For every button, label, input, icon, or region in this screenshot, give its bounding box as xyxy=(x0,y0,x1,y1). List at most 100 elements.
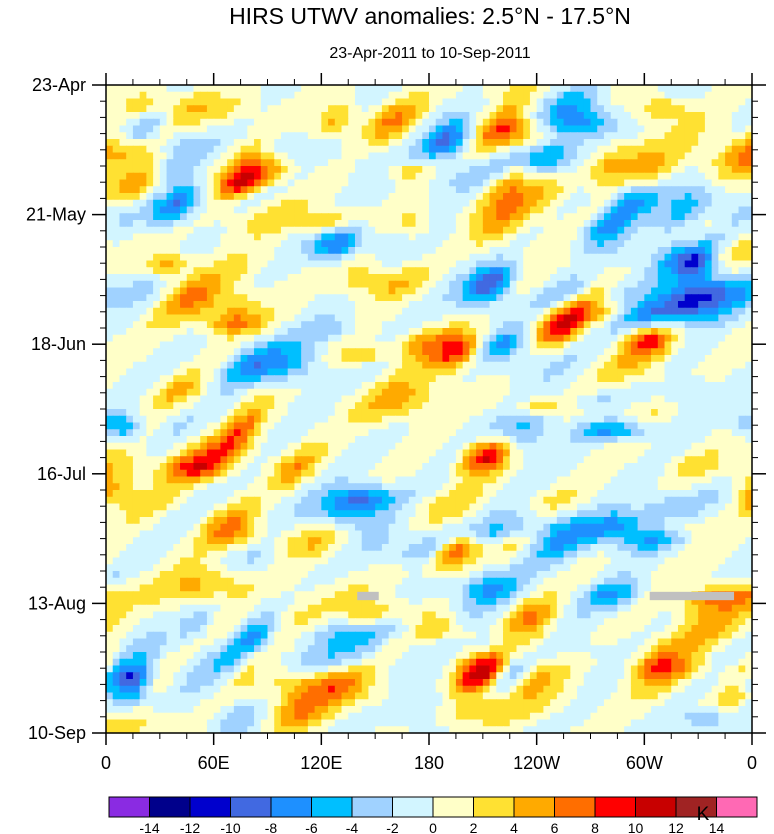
heatmap-cell xyxy=(476,375,484,383)
heatmap-cell xyxy=(254,361,262,370)
heatmap-cell xyxy=(132,334,141,343)
heatmap-cell xyxy=(314,348,322,356)
heatmap-cell xyxy=(381,91,390,100)
heatmap-cell xyxy=(146,159,154,167)
heatmap-cell xyxy=(482,334,491,343)
heatmap-cell xyxy=(159,220,168,228)
heatmap-cell xyxy=(529,186,538,194)
heatmap-cell xyxy=(334,193,343,201)
heatmap-cell xyxy=(119,348,127,356)
heatmap-cell xyxy=(402,402,410,410)
heatmap-cell xyxy=(644,213,652,221)
heatmap-cell xyxy=(509,193,518,201)
heatmap-cell xyxy=(280,321,289,329)
heatmap-cell xyxy=(402,206,410,214)
heatmap-cell xyxy=(381,226,390,235)
heatmap-cell xyxy=(429,409,437,417)
heatmap-cell xyxy=(408,240,417,248)
heatmap-cell xyxy=(193,301,201,309)
heatmap-cell xyxy=(213,152,221,160)
heatmap-cell xyxy=(314,105,322,113)
heatmap-cell xyxy=(603,294,612,302)
heatmap-cell xyxy=(254,105,262,113)
heatmap-cell xyxy=(637,267,645,275)
heatmap-cell xyxy=(307,328,316,336)
heatmap-cell xyxy=(543,125,551,133)
heatmap-cell xyxy=(146,429,154,437)
heatmap-cell xyxy=(738,152,746,160)
heatmap-cell xyxy=(711,402,719,410)
heatmap-cell xyxy=(684,307,693,316)
heatmap-cell xyxy=(529,226,538,235)
heatmap-cell xyxy=(603,186,612,194)
heatmap-cell xyxy=(550,348,558,356)
heatmap-cell xyxy=(119,206,127,214)
heatmap-cell xyxy=(664,199,672,208)
heatmap-cell xyxy=(725,166,733,174)
heatmap-cell xyxy=(408,355,417,363)
heatmap-cell xyxy=(213,375,221,383)
heatmap-cell xyxy=(361,253,370,262)
heatmap-cell xyxy=(254,368,262,376)
heatmap-cell xyxy=(227,301,235,309)
heatmap-cell xyxy=(301,226,309,235)
heatmap-cell xyxy=(180,368,188,376)
heatmap-cell xyxy=(206,294,215,302)
heatmap-cell xyxy=(651,361,659,370)
heatmap-cell xyxy=(523,226,531,235)
heatmap-cell xyxy=(186,294,195,302)
heatmap-cell xyxy=(132,105,141,113)
heatmap-cell xyxy=(489,375,497,383)
heatmap-cell xyxy=(260,186,269,194)
heatmap-cell xyxy=(180,287,188,295)
heatmap-cell xyxy=(106,233,114,241)
heatmap-cell xyxy=(583,213,592,221)
heatmap-cell xyxy=(388,172,396,181)
heatmap-cell xyxy=(422,91,430,100)
heatmap-cell xyxy=(462,172,470,181)
heatmap-cell xyxy=(617,395,625,403)
heatmap-cell xyxy=(173,193,181,201)
heatmap-cell xyxy=(126,395,134,403)
heatmap-cell xyxy=(509,280,518,289)
heatmap-cell xyxy=(126,328,134,336)
heatmap-cell xyxy=(220,125,228,133)
heatmap-cell xyxy=(738,321,746,329)
heatmap-cell xyxy=(153,314,161,322)
heatmap-cell xyxy=(381,361,390,370)
heatmap-cell xyxy=(314,341,322,349)
heatmap-cell xyxy=(254,226,262,235)
heatmap-cell xyxy=(206,118,215,127)
heatmap-cell xyxy=(294,341,302,349)
heatmap-cell xyxy=(354,166,363,174)
heatmap-cell xyxy=(307,199,316,208)
heatmap-cell xyxy=(307,382,316,390)
heatmap-cell xyxy=(718,159,726,167)
heatmap-cell xyxy=(509,112,518,120)
heatmap-cell xyxy=(341,199,349,208)
heatmap-cell xyxy=(455,314,464,322)
heatmap-cell xyxy=(442,334,450,343)
heatmap-cell xyxy=(153,388,161,397)
heatmap-cell xyxy=(536,247,544,255)
heatmap-cell xyxy=(314,314,322,322)
heatmap-cell xyxy=(307,294,316,302)
heatmap-cell xyxy=(233,388,242,397)
heatmap-cell xyxy=(583,105,592,113)
heatmap-cell xyxy=(550,429,558,437)
heatmap-cell xyxy=(745,260,753,268)
heatmap-cell xyxy=(496,91,504,100)
heatmap-cell xyxy=(354,375,363,383)
heatmap-cell xyxy=(624,199,632,208)
heatmap-cell xyxy=(725,429,733,437)
heatmap-cell xyxy=(126,98,134,106)
heatmap-cell xyxy=(287,193,296,201)
heatmap-cell xyxy=(119,415,127,424)
heatmap-cell xyxy=(698,328,706,336)
heatmap-cell xyxy=(603,132,612,140)
heatmap-cell xyxy=(260,145,269,154)
heatmap-cell xyxy=(455,85,464,93)
heatmap-cell xyxy=(651,267,659,275)
heatmap-cell xyxy=(328,213,336,221)
heatmap-cell xyxy=(294,294,302,302)
